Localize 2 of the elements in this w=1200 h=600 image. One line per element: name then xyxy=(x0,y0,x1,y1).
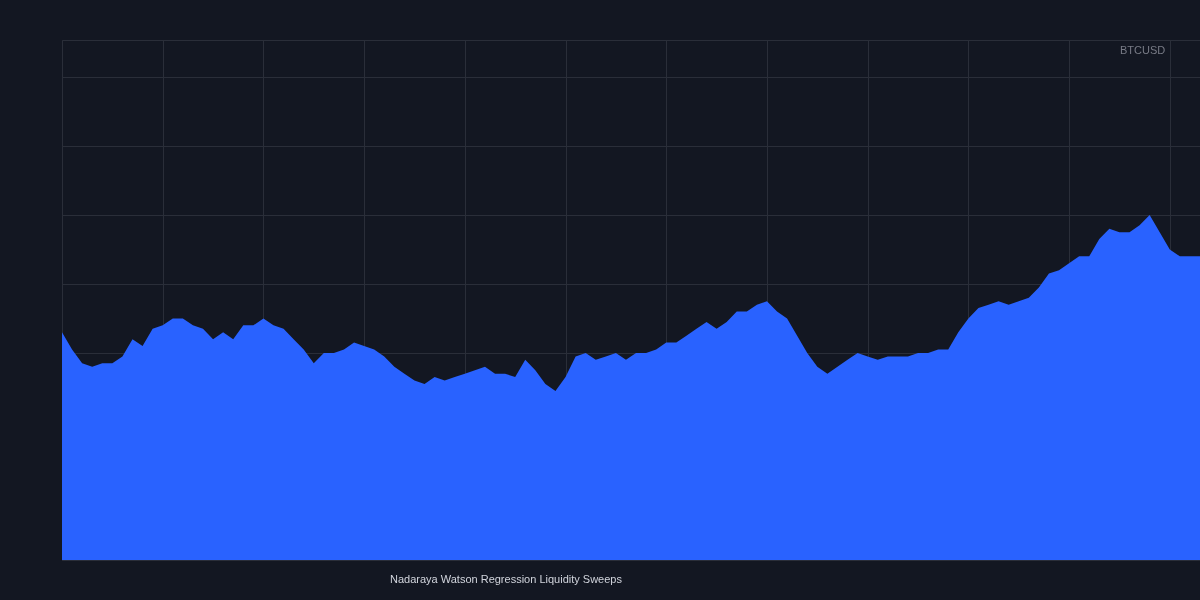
text: BTCUSD xyxy=(1120,44,1166,56)
text: Nadaraya Watson Regression Liquidity Sweeps xyxy=(390,573,623,585)
